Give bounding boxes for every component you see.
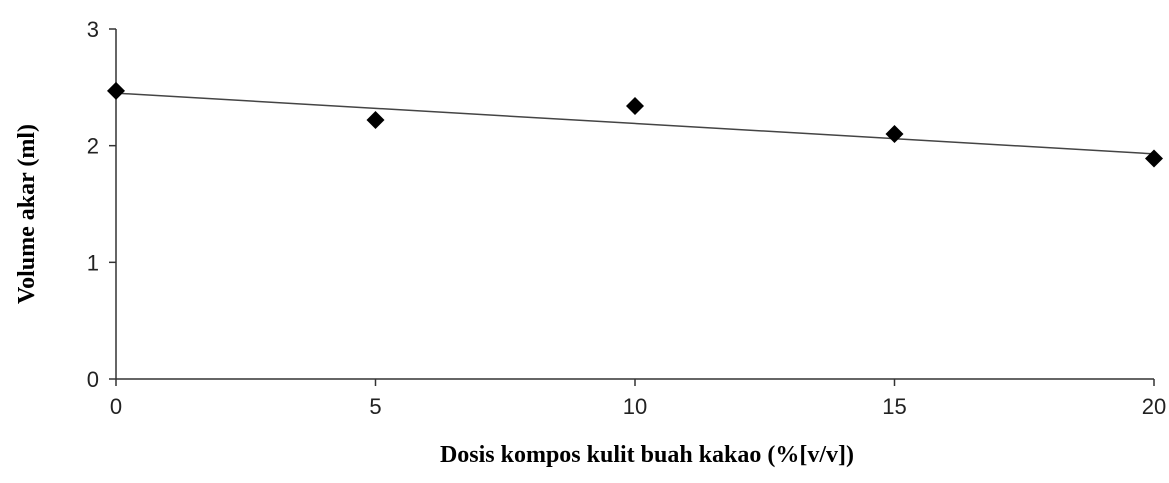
x-tick-label: 10: [623, 394, 647, 419]
y-tick-label: 0: [87, 367, 99, 392]
data-point: [107, 81, 125, 100]
plot-area: [115, 29, 1154, 380]
data-point: [626, 97, 644, 115]
data-point: [366, 111, 385, 129]
y-tick-label: 3: [87, 17, 99, 42]
trendline: [115, 92, 1155, 155]
x-axis-title: Dosis kompos kulit buah kakao (%[v/v]): [440, 442, 854, 468]
data-point: [1145, 149, 1163, 168]
y-tick-label: 2: [87, 134, 99, 159]
x-tick-label: 0: [110, 394, 122, 419]
x-tick-label: 5: [369, 394, 381, 419]
data-point: [885, 125, 904, 143]
y-tick-label: 1: [87, 250, 99, 275]
x-tick-label: 15: [882, 394, 906, 419]
y-axis-title: Volume akar (ml): [14, 124, 40, 304]
tick-group: 0 1 2 3 0 5 10 15 20: [87, 17, 1166, 419]
data-marks: [107, 81, 1163, 168]
x-tick-label: 20: [1142, 394, 1166, 419]
